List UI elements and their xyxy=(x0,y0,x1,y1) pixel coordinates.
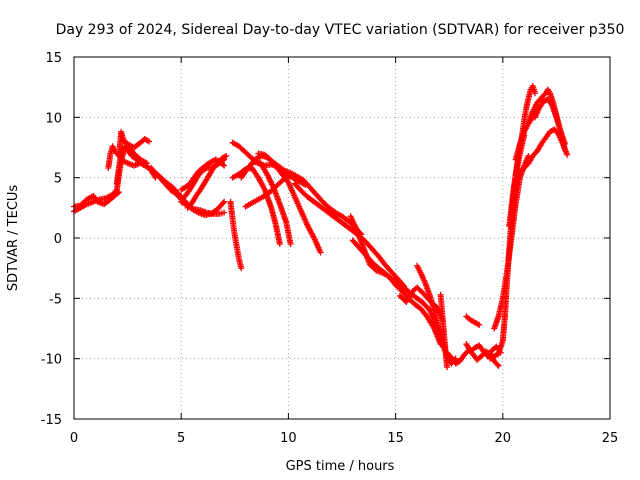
x-axis-label: GPS time / hours xyxy=(286,459,395,474)
data-point-markers xyxy=(463,341,504,360)
series-track-9 xyxy=(178,198,228,217)
x-tick-label: 25 xyxy=(602,431,619,446)
chart-title: Day 293 of 2024, Sidereal Day-to-day VTE… xyxy=(56,22,625,38)
y-tick-label: 5 xyxy=(54,172,62,187)
series-track-11 xyxy=(227,198,245,272)
x-tick-label: 0 xyxy=(70,431,78,446)
data-point-markers xyxy=(512,109,541,163)
series-track-25 xyxy=(463,313,483,328)
y-tick-label: 10 xyxy=(45,111,62,126)
series-track-13 xyxy=(238,158,294,248)
x-tick-label: 15 xyxy=(387,431,404,446)
y-tick-label: 15 xyxy=(45,51,62,66)
series-track-16 xyxy=(242,173,300,210)
data-point-markers xyxy=(242,173,300,210)
data-point-markers xyxy=(227,198,245,272)
x-tick-label: 5 xyxy=(177,431,185,446)
data-point-markers xyxy=(238,158,294,248)
series-track-24 xyxy=(463,341,504,360)
data-point-markers xyxy=(178,198,228,217)
y-axis-ticks: -15 -10 -5 0 5 10 15 xyxy=(41,51,610,428)
data-point-markers xyxy=(463,313,483,328)
series-track-32 xyxy=(512,109,541,163)
data-series xyxy=(71,82,571,371)
y-tick-label: -5 xyxy=(49,292,62,307)
y-tick-label: -10 xyxy=(41,353,62,368)
y-tick-label: -15 xyxy=(41,413,62,428)
y-tick-label: 0 xyxy=(54,232,62,247)
x-tick-label: 20 xyxy=(495,431,512,446)
x-axis-ticks: 0 5 10 15 20 25 xyxy=(70,57,618,446)
y-axis-label: SDTVAR / TECUs xyxy=(6,185,21,292)
x-tick-label: 10 xyxy=(280,431,297,446)
